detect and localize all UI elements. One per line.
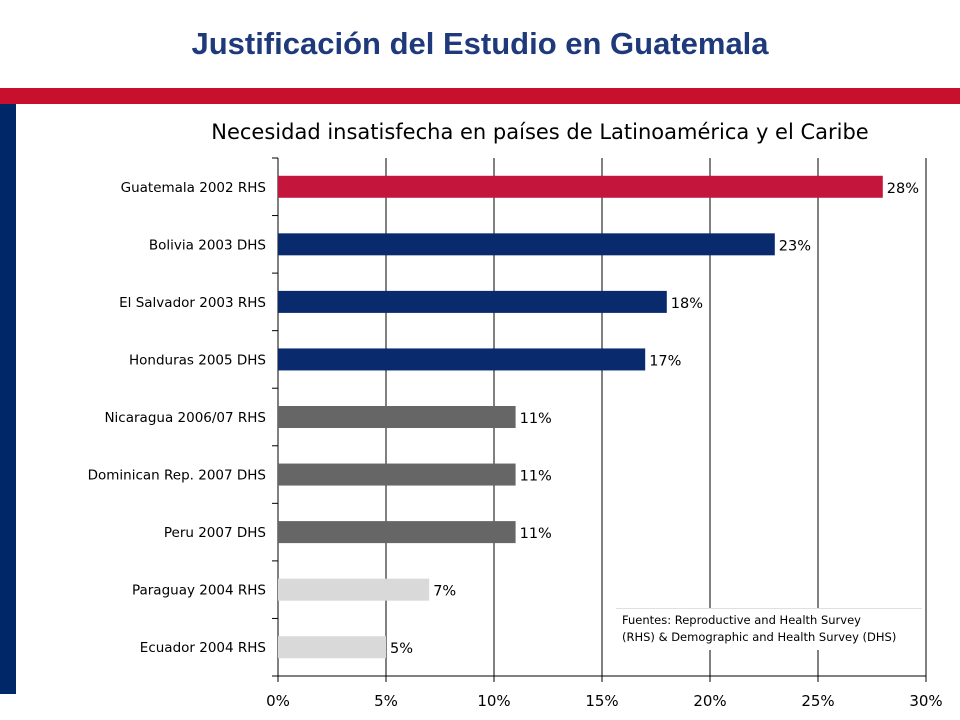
data-label: 7%	[433, 584, 456, 600]
bar	[278, 233, 775, 256]
x-tick-label: 20%	[693, 692, 726, 710]
data-label: 18%	[671, 296, 703, 312]
source-note-line-2: (RHS) & Demographic and Health Survey (D…	[622, 630, 897, 644]
category-label: Paraguay 2004 RHS	[132, 583, 266, 599]
category-label: Guatemala 2002 RHS	[121, 180, 266, 196]
x-tick-label: 5%	[374, 692, 398, 710]
data-label: 11%	[520, 469, 552, 485]
bar	[278, 175, 883, 198]
x-tick-label: 25%	[801, 692, 834, 710]
slide-title: Justificación del Estudio en Guatemala	[191, 26, 769, 61]
left-accent-bar	[0, 104, 16, 694]
bar	[278, 578, 430, 601]
x-tick-label: 0%	[266, 692, 290, 710]
category-label: Bolivia 2003 DHS	[149, 237, 266, 253]
bar	[278, 290, 667, 313]
red-divider-bar	[0, 88, 960, 104]
category-label: El Salvador 2003 RHS	[119, 295, 266, 311]
x-tick-label: 10%	[477, 692, 510, 710]
x-tick-label: 30%	[909, 692, 942, 710]
source-note-line-1: Fuentes: Reproductive and Health Survey	[622, 613, 861, 627]
bar	[278, 348, 646, 371]
data-label: 11%	[520, 411, 552, 427]
bar	[278, 406, 516, 428]
data-label: 5%	[390, 641, 413, 657]
data-label: 23%	[779, 238, 811, 254]
source-note: Fuentes: Reproductive and Health Survey …	[616, 608, 922, 650]
data-label: 17%	[649, 353, 681, 369]
category-label: Honduras 2005 DHS	[129, 352, 266, 368]
x-tick-label: 15%	[585, 692, 618, 710]
category-label: Peru 2007 DHS	[164, 525, 266, 541]
bar	[278, 463, 516, 486]
category-label: Ecuador 2004 RHS	[140, 640, 266, 656]
bar	[278, 636, 386, 659]
data-label: 11%	[520, 526, 552, 542]
category-label: Nicaragua 2006/07 RHS	[104, 410, 266, 426]
bar	[278, 521, 516, 544]
chart-title: Necesidad insatisfecha en países de Lati…	[211, 120, 869, 144]
category-label: Dominican Rep. 2007 DHS	[88, 468, 266, 484]
data-label: 28%	[887, 181, 919, 197]
